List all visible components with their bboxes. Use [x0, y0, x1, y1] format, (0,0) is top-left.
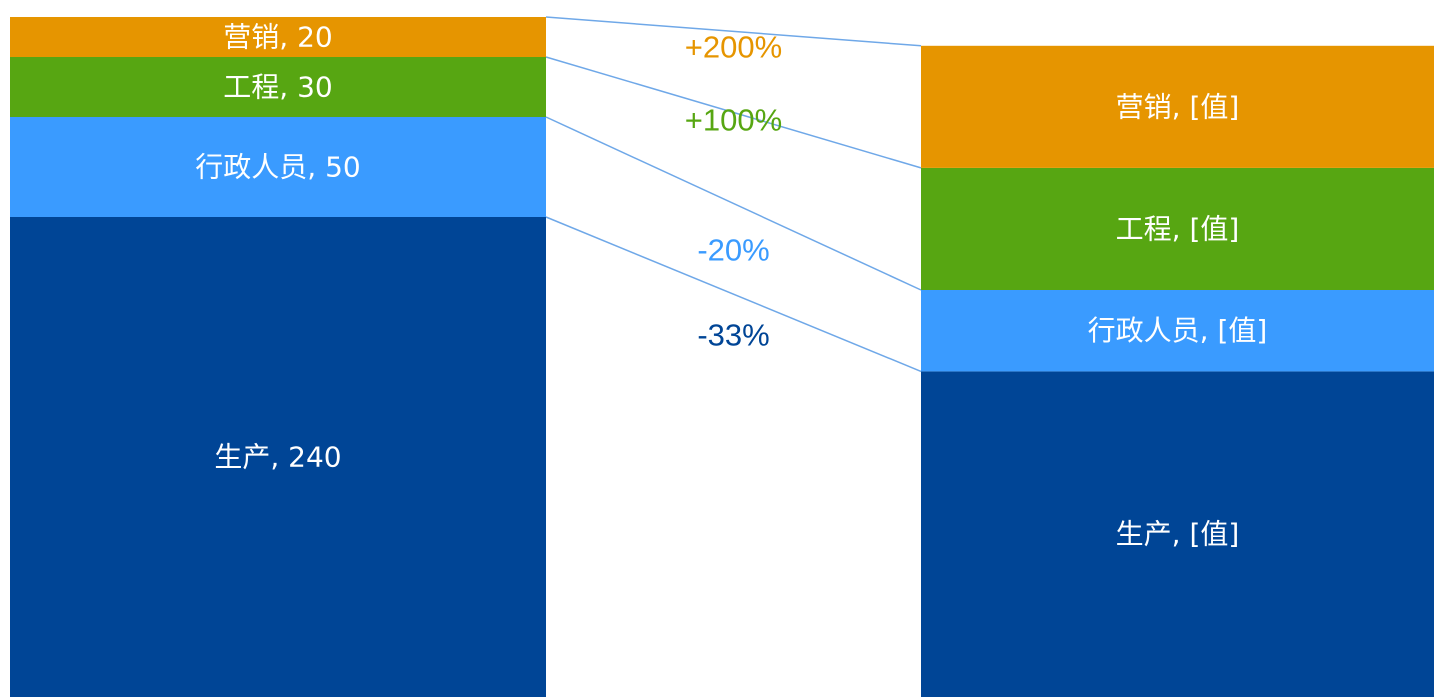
left-stacked-bar: 生产, 240 行政人员, 50 工程, 30 营销, 20 — [10, 17, 546, 697]
right-seg-2-rect — [921, 167, 1434, 290]
connector-line-1 — [545, 116, 922, 291]
change-label-2: -20% — [697, 233, 769, 268]
right-seg-1-rect — [921, 290, 1434, 372]
left-seg-3-label: 营销, 20 — [223, 21, 332, 54]
left-seg-2-label: 工程, 30 — [223, 71, 332, 104]
right-seg-1-label: 行政人员, [值] — [1088, 314, 1268, 347]
connector-line-2 — [545, 56, 922, 169]
left-seg-0-label: 生产, 240 — [214, 441, 341, 474]
change-percent-labels: +200% +100% -20% -33% — [685, 30, 782, 353]
right-stacked-bar: 生产, [值] 行政人员, [值] 工程, [值] 营销, [值] — [921, 45, 1434, 697]
left-seg-3-rect — [10, 17, 546, 57]
change-label-1: +100% — [685, 103, 782, 138]
right-seg-2-label: 工程, [值] — [1116, 212, 1240, 245]
right-seg-0-rect — [921, 371, 1434, 697]
left-seg-1-rect — [10, 117, 546, 217]
right-seg-0-label: 生产, [值] — [1116, 518, 1240, 551]
left-seg-0-rect — [10, 217, 546, 697]
left-seg-1-label: 行政人员, 50 — [195, 151, 360, 184]
right-seg-3-label: 营销, [值] — [1116, 90, 1240, 123]
right-seg-3-rect — [921, 45, 1434, 168]
connector-lines — [545, 16, 922, 373]
connector-line-3 — [545, 16, 922, 47]
change-label-3: -33% — [697, 318, 769, 353]
connector-line-0 — [545, 216, 922, 373]
left-seg-2-rect — [10, 57, 546, 117]
change-label-0: +200% — [685, 30, 782, 65]
